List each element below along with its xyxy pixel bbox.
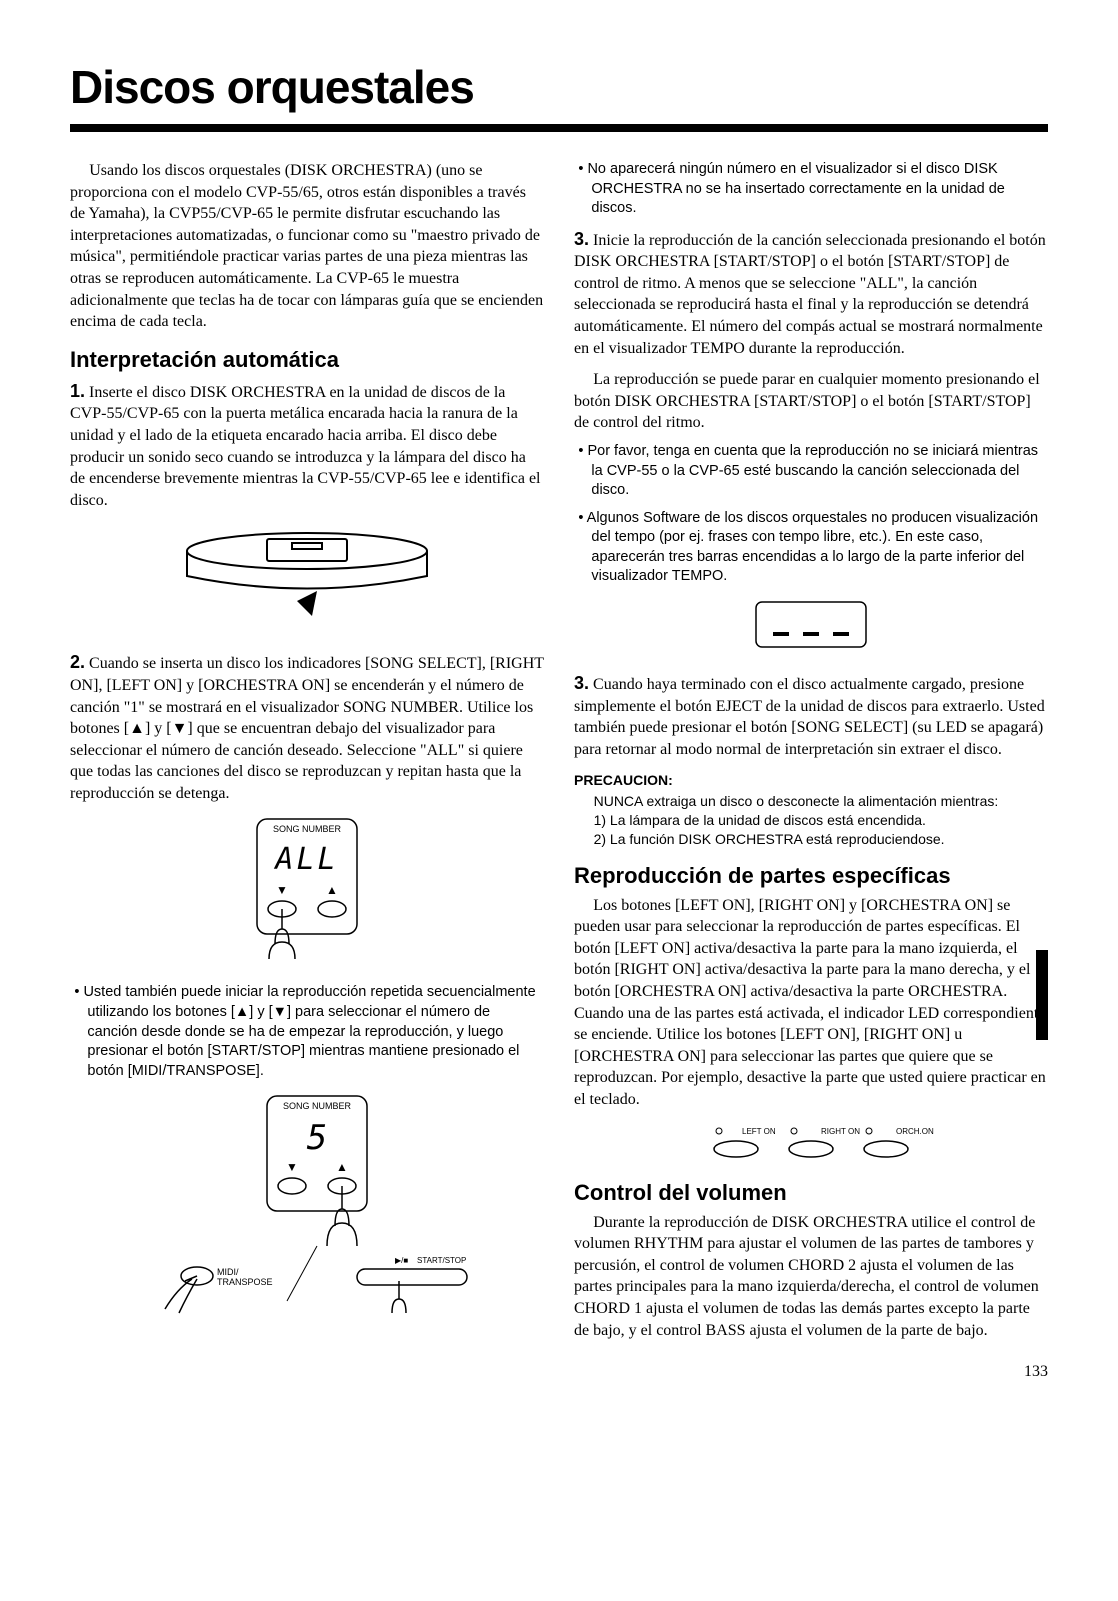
caution-heading: PRECAUCION:	[574, 772, 673, 788]
tempo-bars-figure	[574, 597, 1048, 657]
subhead-interpretacion: Interpretación automática	[70, 347, 544, 373]
display-all-text: ALL	[273, 842, 338, 877]
step-number: 3.	[574, 229, 589, 249]
svg-text:▲: ▲	[336, 1160, 348, 1174]
svg-text:RIGHT ON: RIGHT ON	[821, 1127, 860, 1136]
hand-icon	[392, 1281, 406, 1313]
song-number-label: SONG NUMBER	[273, 824, 342, 834]
disk-drive-figure	[70, 521, 544, 636]
bullet-tempo-bars: Algunos Software de los discos orquestal…	[574, 509, 1048, 587]
bullet-sequential: Usted también puede iniciar la reproducc…	[70, 983, 544, 1081]
song-number-all-figure: SONG NUMBER ALL ▼ ▲	[70, 814, 544, 969]
volumen-paragraph: Durante la reproducción de DISK ORCHESTR…	[574, 1212, 1048, 1342]
subhead-partes: Reproducción de partes específicas	[574, 863, 1048, 889]
partes-paragraph: Los botones [LEFT ON], [RIGHT ON] y [ORC…	[574, 895, 1048, 1111]
caution-body: NUNCA extraiga un disco o desconecte la …	[574, 792, 1048, 849]
two-column-layout: Usando los discos orquestales (DISK ORCH…	[70, 160, 1048, 1349]
page-title: Discos orquestales	[70, 60, 1048, 114]
step-2: 2. Cuando se inserta un disco los indica…	[70, 650, 544, 804]
step-3-eject: 3. Cuando haya terminado con el disco ac…	[574, 671, 1048, 760]
song-number-5-figure: SONG NUMBER 5 ▼ ▲ MIDI/ TRANSPOSE	[70, 1091, 544, 1326]
step-3: 3. Inicie la reproducción de la canción …	[574, 227, 1048, 360]
intro-paragraph: Usando los discos orquestales (DISK ORCH…	[70, 160, 544, 333]
caution-block: PRECAUCION: NUNCA extraiga un disco o de…	[574, 770, 1048, 848]
page-number: 133	[70, 1363, 1048, 1381]
bullet-wait-seek: Por favor, tenga en cuenta que la reprod…	[574, 442, 1048, 501]
hand-icon	[327, 1186, 357, 1246]
step-text: Inicie la reproducción de la canción sel…	[574, 232, 1046, 357]
svg-text:ORCH.ON: ORCH.ON	[896, 1127, 934, 1136]
step-number: 3.	[574, 673, 589, 693]
step-1: 1. Inserte el disco DISK ORCHESTRA en la…	[70, 379, 544, 512]
svg-text:LEFT ON: LEFT ON	[742, 1127, 776, 1136]
svg-text:▼: ▼	[286, 1160, 298, 1174]
svg-text:▶/■: ▶/■	[395, 1256, 408, 1265]
subhead-volumen: Control del volumen	[574, 1180, 1048, 1206]
three-buttons-figure: LEFT ON RIGHT ON ORCH.ON	[574, 1121, 1048, 1166]
title-rule	[70, 124, 1048, 132]
step-text: Cuando se inserta un disco los indicador…	[70, 655, 544, 802]
svg-text:SONG NUMBER: SONG NUMBER	[283, 1101, 352, 1111]
svg-text:START/STOP: START/STOP	[417, 1256, 466, 1265]
step-text: Inserte el disco DISK ORCHESTRA en la un…	[70, 384, 541, 509]
step-3-continued: La reproducción se puede parar en cualqu…	[574, 369, 1048, 434]
svg-text:TRANSPOSE: TRANSPOSE	[217, 1277, 273, 1287]
page-edge-tab	[1036, 950, 1048, 1040]
hand-icon	[165, 1276, 197, 1313]
right-column: No aparecerá ningún número en el visuali…	[574, 160, 1048, 1349]
step-number: 1.	[70, 381, 85, 401]
svg-text:MIDI/: MIDI/	[217, 1267, 239, 1277]
step-number: 2.	[70, 652, 85, 672]
svg-text:▼: ▼	[276, 883, 288, 897]
left-column: Usando los discos orquestales (DISK ORCH…	[70, 160, 544, 1349]
svg-text:5: 5	[307, 1118, 327, 1158]
bullet-no-number: No aparecerá ningún número en el visuali…	[574, 160, 1048, 219]
step-text: Cuando haya terminado con el disco actua…	[574, 676, 1045, 758]
svg-text:▲: ▲	[326, 883, 338, 897]
